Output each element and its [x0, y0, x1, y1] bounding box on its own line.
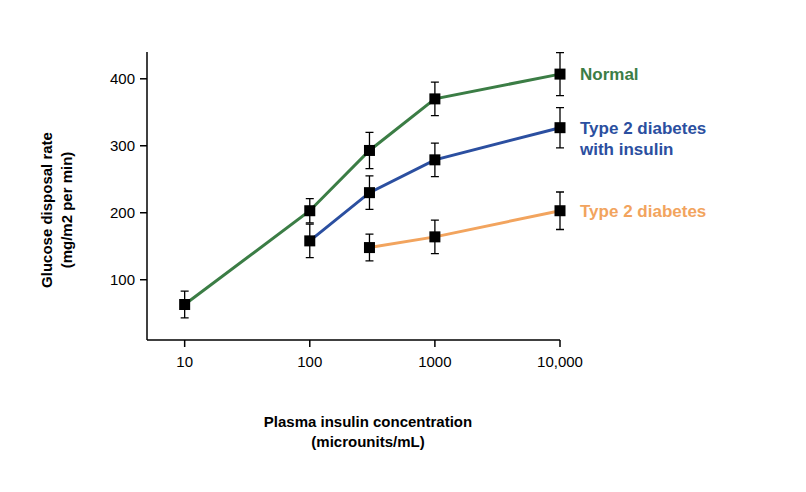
x-axis: [147, 339, 560, 341]
marker: [429, 231, 440, 242]
y-tick: [140, 78, 147, 80]
plot-area: [179, 53, 565, 318]
y-axis-title: Glucose disposal rate: [38, 132, 55, 288]
marker: [364, 187, 375, 198]
y-axis: [146, 52, 148, 340]
marker: [555, 122, 566, 133]
x-tick: [559, 340, 561, 347]
x-tick: [184, 340, 186, 347]
x-axis-title: (microunits/mL): [311, 433, 424, 450]
x-axis-title: Plasma insulin concentration: [264, 413, 472, 430]
y-tick: [140, 212, 147, 214]
x-tick-label: 10,000: [537, 353, 583, 370]
y-tick-label: 200: [110, 204, 135, 221]
x-tick-label: 1000: [418, 353, 451, 370]
y-tick: [140, 279, 147, 281]
y-tick-label: 100: [110, 271, 135, 288]
series-label: Normal: [580, 65, 639, 84]
x-tick-label: 100: [297, 353, 322, 370]
marker: [364, 145, 375, 156]
x-tick-label: 10: [176, 353, 193, 370]
chart: 10 100 1000 10,000 100 200 300 400 Plasma insuli…: [0, 0, 806, 492]
y-axis-title: (mg/m2 per min): [58, 152, 75, 269]
x-tick: [309, 340, 311, 347]
marker: [364, 242, 375, 253]
marker: [304, 235, 315, 246]
marker: [429, 154, 440, 165]
series-line: [369, 211, 560, 248]
marker: [304, 205, 315, 216]
y-tick: [140, 145, 147, 147]
marker: [555, 205, 566, 216]
series-line: [185, 74, 560, 304]
series-label: Type 2 diabetes: [580, 202, 706, 221]
marker: [429, 93, 440, 104]
series-label: Type 2 diabeteswith insulin: [579, 119, 706, 159]
y-tick-label: 400: [110, 70, 135, 87]
marker: [555, 69, 566, 80]
marker: [179, 299, 190, 310]
x-tick: [434, 340, 436, 347]
y-tick-label: 300: [110, 137, 135, 154]
